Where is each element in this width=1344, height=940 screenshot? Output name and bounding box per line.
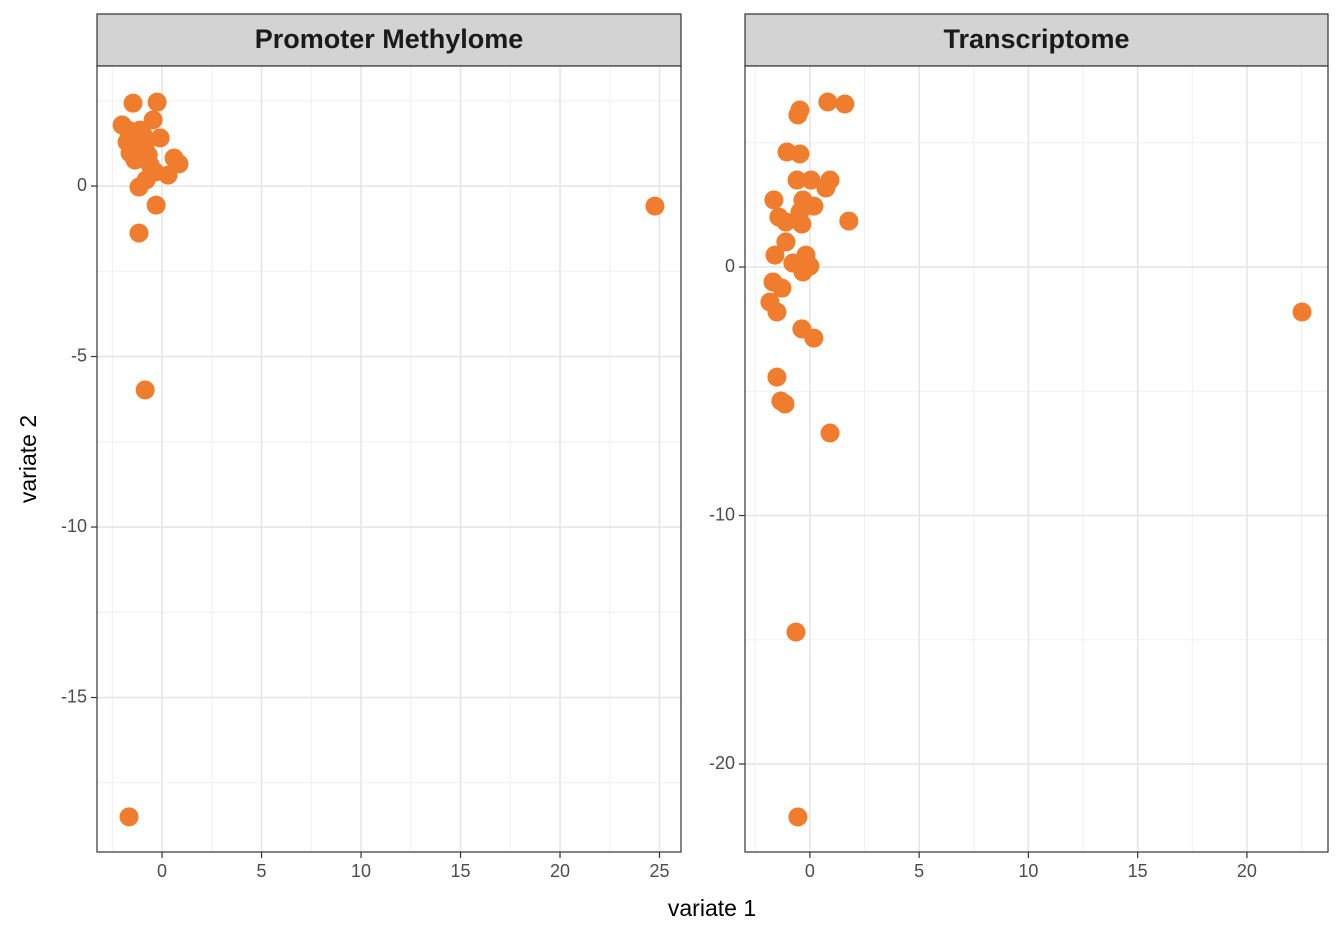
x-tick-label: 20 xyxy=(550,861,570,881)
point xyxy=(820,423,840,443)
panel-background xyxy=(745,66,1328,852)
point xyxy=(146,195,166,215)
x-tick-label: 15 xyxy=(451,861,471,881)
panel-title: Promoter Methylome xyxy=(255,24,524,54)
panel-border xyxy=(96,65,682,853)
y-tick-label: -20 xyxy=(709,753,735,773)
point xyxy=(645,196,665,216)
point xyxy=(788,105,808,125)
point xyxy=(1292,302,1312,322)
point xyxy=(129,223,149,243)
y-tick-label: 0 xyxy=(77,175,87,195)
x-tick-label: 5 xyxy=(914,861,924,881)
x-tick-label: 10 xyxy=(1018,861,1038,881)
y-tick-label: -15 xyxy=(61,686,87,706)
point xyxy=(135,380,155,400)
strip xyxy=(96,13,682,67)
point xyxy=(839,211,859,231)
point xyxy=(767,302,787,322)
point xyxy=(133,125,153,145)
point xyxy=(816,178,836,198)
y-tick-label: -10 xyxy=(61,516,87,536)
x-tick-label: 0 xyxy=(157,861,167,881)
point xyxy=(143,110,163,130)
x-tick-label: 10 xyxy=(351,861,371,881)
point xyxy=(787,170,807,190)
panel-background xyxy=(97,66,681,852)
point xyxy=(792,214,812,234)
point xyxy=(119,807,139,827)
point xyxy=(818,92,838,112)
x-tick-label: 25 xyxy=(649,861,669,881)
x-tick-label: 15 xyxy=(1128,861,1148,881)
point xyxy=(788,807,808,827)
point xyxy=(801,170,821,190)
point xyxy=(147,92,167,112)
point xyxy=(150,128,170,148)
point xyxy=(129,177,149,197)
point xyxy=(775,394,795,414)
point xyxy=(140,155,160,175)
point xyxy=(158,165,178,185)
x-axis-title: variate 1 xyxy=(668,895,756,921)
strip xyxy=(744,13,1329,67)
point xyxy=(804,328,824,348)
point xyxy=(793,262,813,282)
point xyxy=(790,144,810,164)
point xyxy=(764,190,784,210)
panel-border xyxy=(744,65,1329,853)
point xyxy=(767,367,787,387)
point xyxy=(835,94,855,114)
point xyxy=(776,232,796,252)
point xyxy=(123,93,143,113)
x-tick-label: 0 xyxy=(805,861,815,881)
point xyxy=(765,245,785,265)
point xyxy=(776,212,796,232)
y-tick-label: -10 xyxy=(709,504,735,524)
y-tick-label: 0 xyxy=(725,256,735,276)
panel-title: Transcriptome xyxy=(943,24,1129,54)
x-tick-label: 20 xyxy=(1237,861,1257,881)
x-tick-label: 5 xyxy=(257,861,267,881)
y-axis-title: variate 2 xyxy=(15,415,41,503)
point xyxy=(772,278,792,298)
y-tick-label: -5 xyxy=(71,345,87,365)
point xyxy=(786,622,806,642)
